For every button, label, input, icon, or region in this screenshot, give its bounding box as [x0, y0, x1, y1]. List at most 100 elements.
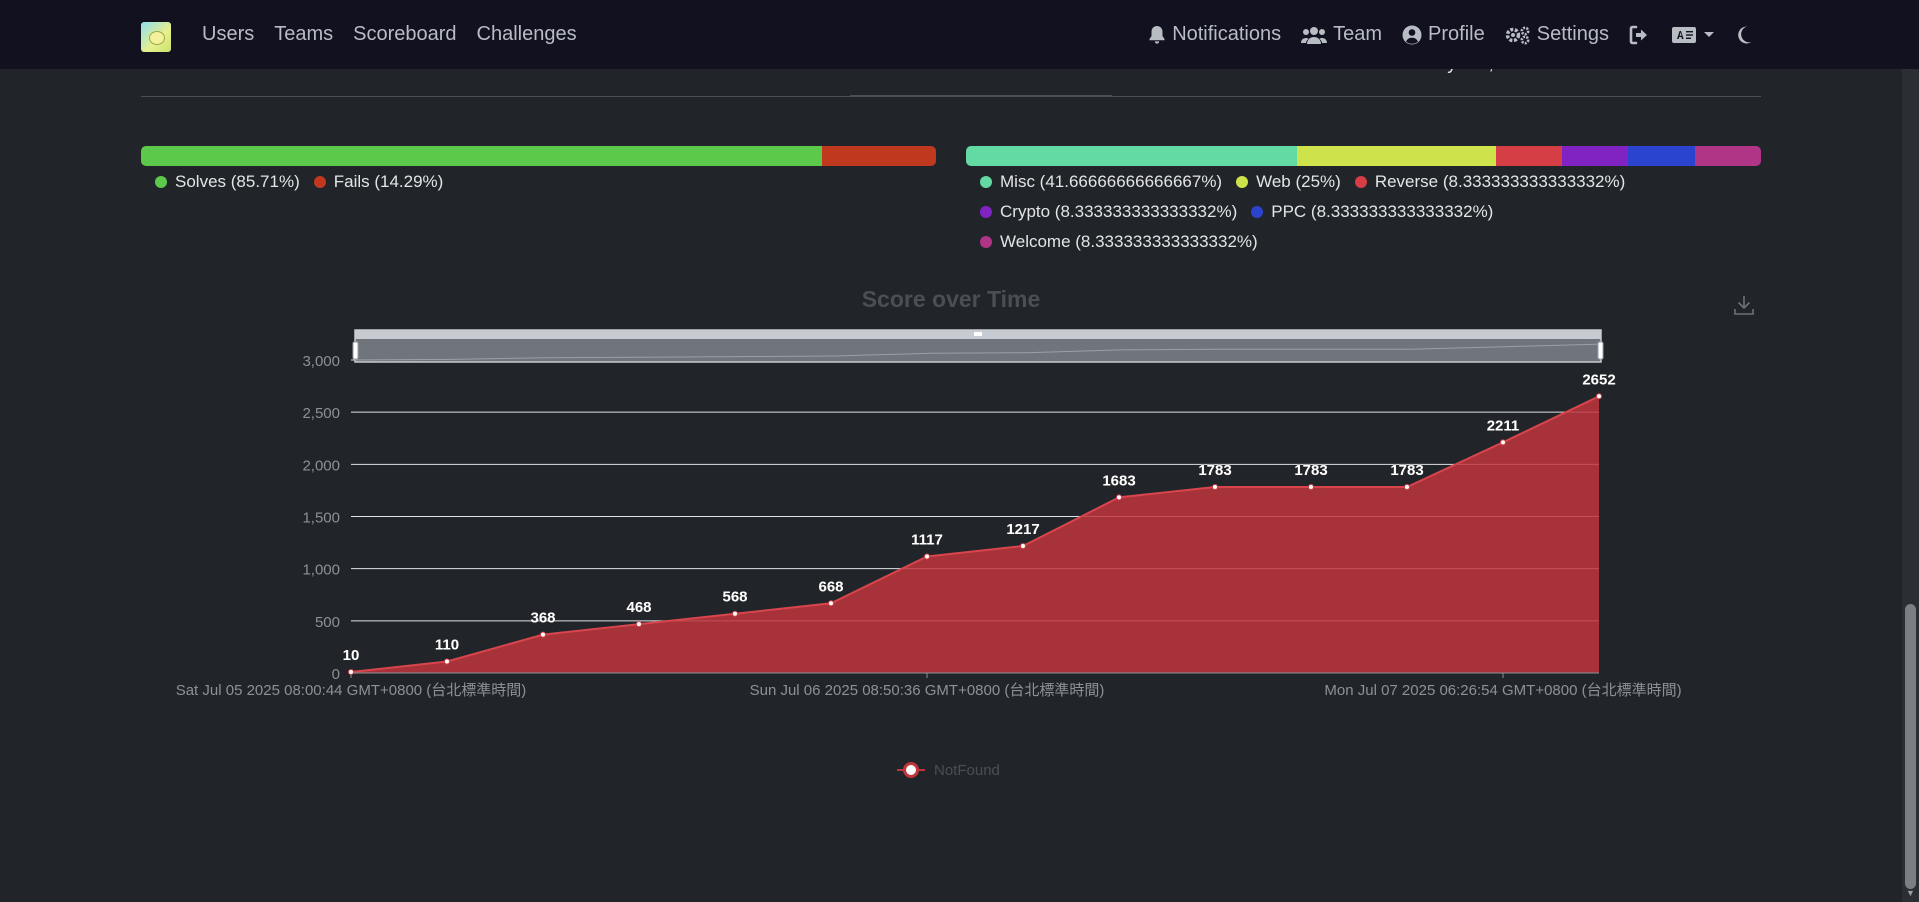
legend-dot-icon	[980, 236, 992, 248]
users-icon	[1301, 26, 1328, 44]
data-point[interactable]	[1308, 483, 1314, 490]
nav-right: Notifications Team Profile Settings	[1148, 0, 1753, 69]
series-area	[351, 396, 1599, 673]
data-label: 2652	[1582, 371, 1615, 388]
data-point[interactable]	[1212, 483, 1218, 490]
category-legend-item[interactable]: Welcome (8.333333333333332%)	[980, 227, 1258, 257]
category-legend-item[interactable]: PPC (8.333333333333332%)	[1251, 197, 1493, 227]
data-point[interactable]	[1596, 393, 1602, 400]
legend-dot-icon	[980, 206, 992, 218]
nav-notifications[interactable]: Notifications	[1148, 23, 1281, 46]
language-dropdown[interactable]	[1671, 26, 1715, 44]
user-circle-icon	[1402, 25, 1422, 44]
y-tick-label: 2,500	[302, 405, 340, 422]
nav-settings[interactable]: Settings	[1505, 23, 1609, 46]
category-segment[interactable]	[1496, 146, 1563, 166]
legend-dot-icon	[980, 176, 992, 188]
solve-fail-legend: Solves (85.71%) Fails (14.29%)	[155, 167, 935, 197]
legend-dot-icon	[1354, 176, 1367, 188]
category-legend-label: Crypto (8.333333333333332%)	[1000, 202, 1238, 221]
solve-fail-legend-item[interactable]: Solves (85.71%)	[155, 167, 300, 197]
data-point[interactable]	[924, 553, 930, 560]
data-point[interactable]	[828, 600, 834, 607]
category-legend-item[interactable]: Crypto (8.333333333333332%)	[980, 197, 1237, 227]
legend-dot-icon	[1236, 176, 1249, 188]
data-zoom-move-grip-icon[interactable]	[974, 332, 982, 336]
category-legend-label: Misc (41.66666666666667%)	[1000, 172, 1223, 191]
download-icon[interactable]	[1732, 293, 1756, 317]
solve-fail-segment[interactable]	[141, 146, 823, 166]
data-point[interactable]	[1500, 439, 1506, 446]
category-legend-item[interactable]: Web (25%)	[1236, 167, 1341, 197]
legend-dot-icon	[155, 176, 167, 188]
solve-fail-segment[interactable]	[822, 146, 936, 166]
nav-challenges[interactable]: Challenges	[476, 23, 577, 45]
chart-title: Score over Time	[861, 286, 1041, 312]
nav-profile[interactable]: Profile	[1402, 23, 1485, 46]
category-segment[interactable]	[1628, 146, 1695, 166]
category-legend: Misc (41.66666666666667%) Web (25%) Revers…	[980, 167, 1770, 257]
bell-icon	[1149, 25, 1165, 44]
category-segment[interactable]	[1297, 146, 1496, 166]
data-label: 1783	[1198, 462, 1231, 479]
category-legend-item[interactable]: Misc (41.66666666666667%)	[980, 167, 1222, 197]
data-label: 1783	[1390, 462, 1423, 479]
scrollbar-thumb[interactable]	[1905, 604, 1916, 889]
data-zoom-left-handle[interactable]	[352, 341, 359, 360]
data-zoom-right-handle[interactable]	[1597, 341, 1604, 360]
category-segment[interactable]	[1562, 146, 1629, 166]
nav-left: Users Teams Scoreboard Challenges	[202, 0, 577, 69]
x-tick-label: Mon Jul 07 2025 06:26:54 GMT+0800 (台北標準時…	[1324, 682, 1681, 699]
category-legend-item[interactable]: Reverse (8.333333333333332%)	[1354, 167, 1625, 197]
nav-notifications-label: Notifications	[1172, 23, 1282, 45]
theme-toggle[interactable]	[1735, 25, 1753, 45]
logo[interactable]	[141, 22, 171, 52]
data-label: 1117	[911, 531, 943, 548]
data-label: 2211	[1487, 417, 1520, 434]
nav-team[interactable]: Team	[1301, 23, 1382, 46]
language-icon	[1672, 26, 1696, 43]
data-label: 1217	[1006, 521, 1039, 538]
caret-down-icon	[1704, 31, 1714, 37]
legend-label[interactable]: NotFound	[934, 762, 1000, 779]
data-zoom-preview-line	[354, 343, 1602, 361]
y-tick-label: 500	[315, 614, 340, 631]
gears-icon	[1505, 25, 1530, 45]
y-tick-label: 2,000	[302, 457, 340, 474]
data-point[interactable]	[540, 631, 546, 638]
category-segment[interactable]	[966, 146, 1298, 166]
legend-dot-icon	[1251, 206, 1264, 218]
data-label: 10	[343, 647, 360, 664]
data-point[interactable]	[1116, 494, 1122, 501]
nav-users[interactable]: Users	[202, 23, 255, 45]
nav-settings-label: Settings	[1536, 23, 1609, 45]
scroll-down-arrow[interactable]: ▼	[1906, 888, 1915, 898]
x-tick-label: Sat Jul 05 2025 08:00:44 GMT+0800 (台北標準時…	[176, 682, 527, 699]
logout-button[interactable]	[1629, 25, 1651, 45]
y-tick-label: 1,500	[302, 510, 340, 527]
nav-profile-label: Profile	[1428, 23, 1485, 45]
category-legend-label: PPC (8.333333333333332%)	[1271, 202, 1494, 221]
data-point[interactable]	[444, 658, 450, 665]
data-point[interactable]	[1020, 543, 1026, 550]
data-point[interactable]	[1404, 483, 1410, 490]
solve-fail-legend-label: Solves (85.71%)	[175, 172, 300, 191]
legend-marker-icon[interactable]	[903, 762, 919, 778]
data-label: 368	[530, 610, 555, 627]
y-tick-label: 1,000	[302, 562, 340, 579]
data-point[interactable]	[732, 610, 738, 617]
logout-icon	[1629, 25, 1647, 44]
legend-dot-icon	[313, 176, 326, 188]
data-point[interactable]	[348, 668, 354, 675]
category-segment[interactable]	[1694, 146, 1761, 166]
nav-team-label: Team	[1333, 23, 1383, 45]
solve-fail-legend-label: Fails (14.29%)	[333, 172, 444, 191]
solve-fail-legend-item[interactable]: Fails (14.29%)	[313, 167, 444, 197]
data-label: 568	[722, 589, 747, 606]
nav-scoreboard[interactable]: Scoreboard	[353, 23, 457, 45]
nav-teams[interactable]: Teams	[274, 23, 334, 45]
data-point[interactable]	[636, 621, 642, 628]
table-divider	[850, 95, 1112, 96]
